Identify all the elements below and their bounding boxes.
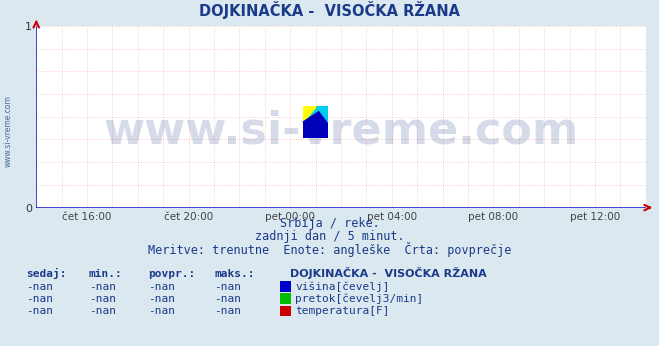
Polygon shape — [303, 106, 328, 138]
Text: -nan: -nan — [26, 306, 53, 316]
Text: Meritve: trenutne  Enote: angleške  Črta: povprečje: Meritve: trenutne Enote: angleške Črta: … — [148, 242, 511, 257]
Polygon shape — [303, 106, 328, 138]
Text: DOJKINAČKA -  VISOČKA RŽANA: DOJKINAČKA - VISOČKA RŽANA — [290, 267, 487, 279]
Text: -nan: -nan — [214, 282, 241, 292]
Polygon shape — [303, 106, 316, 122]
Text: -nan: -nan — [214, 294, 241, 304]
Text: -nan: -nan — [89, 306, 116, 316]
Text: temperatura[F]: temperatura[F] — [295, 306, 389, 316]
Polygon shape — [316, 106, 328, 122]
Text: -nan: -nan — [26, 282, 53, 292]
Text: -nan: -nan — [89, 294, 116, 304]
Text: -nan: -nan — [89, 282, 116, 292]
Text: -nan: -nan — [214, 306, 241, 316]
Text: zadnji dan / 5 minut.: zadnji dan / 5 minut. — [254, 230, 405, 244]
Text: -nan: -nan — [148, 306, 175, 316]
Text: povpr.:: povpr.: — [148, 269, 196, 279]
Text: maks.:: maks.: — [214, 269, 254, 279]
Text: www.si-vreme.com: www.si-vreme.com — [3, 95, 13, 167]
Text: -nan: -nan — [148, 282, 175, 292]
Text: -nan: -nan — [148, 294, 175, 304]
Text: DOJKINAČKA -  VISOČKA RŽANA: DOJKINAČKA - VISOČKA RŽANA — [199, 1, 460, 19]
Text: višina[čevelj]: višina[čevelj] — [295, 281, 389, 292]
Text: -nan: -nan — [26, 294, 53, 304]
Text: Srbija / reke.: Srbija / reke. — [279, 217, 380, 230]
Text: pretok[čevelj3/min]: pretok[čevelj3/min] — [295, 293, 424, 304]
Text: www.si-vreme.com: www.si-vreme.com — [103, 110, 579, 153]
Text: min.:: min.: — [89, 269, 123, 279]
Text: sedaj:: sedaj: — [26, 268, 67, 279]
